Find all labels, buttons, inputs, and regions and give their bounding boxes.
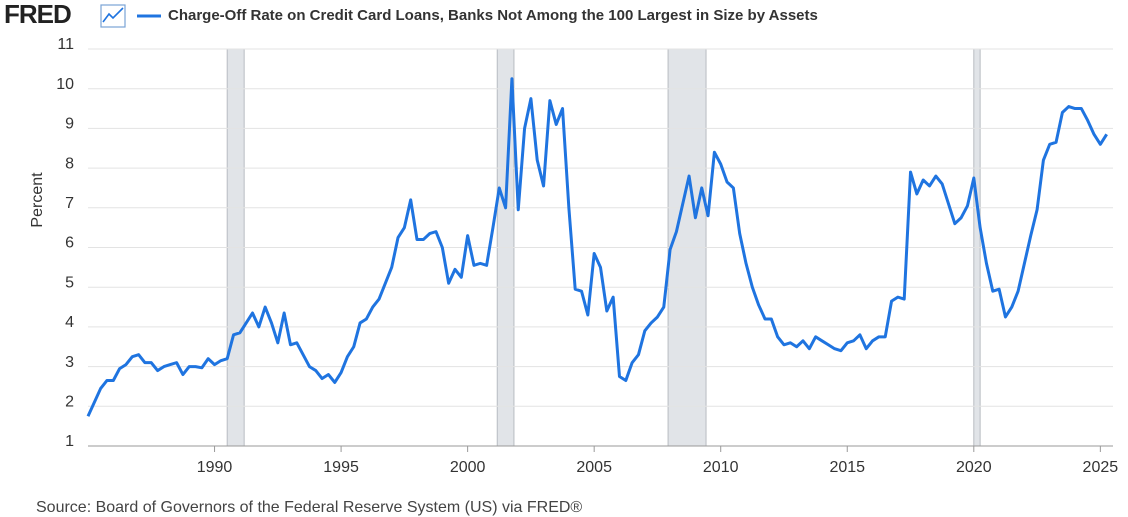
x-tick-label: 2005: [576, 459, 612, 476]
series-line: [86, 77, 1108, 417]
y-tick-label: 4: [65, 314, 74, 331]
y-tick-label: 9: [65, 116, 74, 133]
x-tick-label: 2025: [1083, 459, 1119, 476]
x-tick-label: 2020: [956, 459, 992, 476]
x-tick-label: 2015: [829, 459, 865, 476]
y-tick-label: 10: [56, 76, 74, 93]
x-tick-label: 2000: [450, 459, 486, 476]
y-tick-label: 5: [65, 274, 74, 291]
x-tick-label: 1995: [323, 459, 359, 476]
y-tick-label: 1: [65, 433, 74, 450]
x-tick-label: 1990: [197, 459, 233, 476]
y-axis-label: Percent: [29, 172, 46, 228]
y-tick-label: 2: [65, 394, 74, 411]
y-tick-label: 8: [65, 155, 74, 172]
y-tick-label: 7: [65, 195, 74, 212]
y-tick-label: 6: [65, 235, 74, 252]
legend-label: Charge-Off Rate on Credit Card Loans, Ba…: [168, 7, 818, 24]
y-tick-label: 11: [57, 36, 74, 53]
y-tick-label: 3: [65, 354, 74, 371]
x-tick-label: 2010: [703, 459, 739, 476]
source: Source: Board of Governors of the Federa…: [36, 499, 582, 516]
logo: FRED: [4, 0, 71, 29]
logo-icon: [100, 4, 126, 28]
